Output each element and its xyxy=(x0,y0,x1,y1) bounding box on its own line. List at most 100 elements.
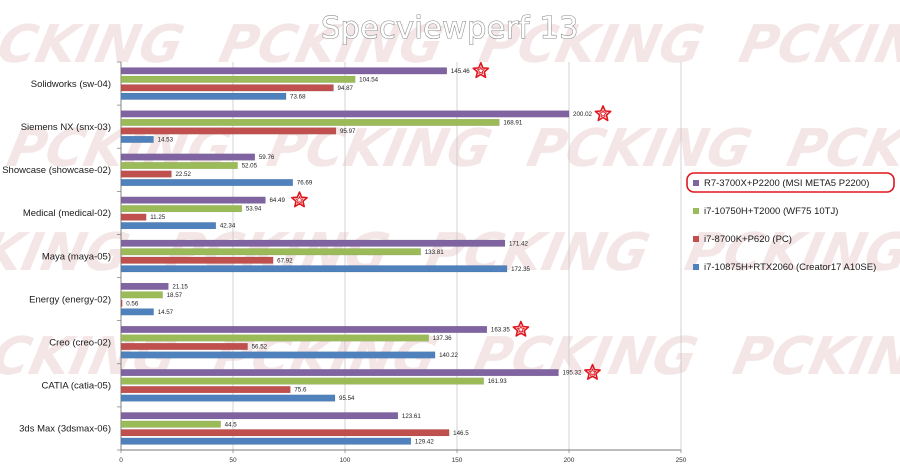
category-label: Energy (energy-02) xyxy=(29,294,111,305)
bar xyxy=(120,170,172,178)
x-tick-label: 100 xyxy=(340,457,351,464)
bar xyxy=(120,308,154,316)
watermark-text: PCKING xyxy=(734,15,900,75)
bar xyxy=(120,369,559,377)
category-label: Solidworks (sw-04) xyxy=(31,79,111,90)
x-tick-label: 200 xyxy=(564,457,575,464)
bar xyxy=(120,420,221,428)
data-label: 76.69 xyxy=(297,180,313,187)
star-marker-inner-icon xyxy=(598,109,608,118)
legend-swatch xyxy=(693,180,699,186)
legend-label: i7-8700K+P620 (PC) xyxy=(704,234,792,245)
bar xyxy=(120,110,570,118)
watermark-text: PCKING xyxy=(0,223,135,283)
star-marker-icon xyxy=(290,191,308,208)
legend-highlight-outline xyxy=(686,172,895,193)
data-label: 53.94 xyxy=(246,206,262,213)
bar xyxy=(120,248,421,256)
data-label: 171.42 xyxy=(509,240,528,247)
watermark-text: PCKING xyxy=(420,223,655,283)
watermark-text: PCKING xyxy=(468,327,703,387)
legend-swatch xyxy=(693,264,699,270)
watermark-text: PCKING xyxy=(214,15,449,75)
data-label: 21.15 xyxy=(172,283,188,290)
data-label: 129.42 xyxy=(415,438,434,445)
bar xyxy=(120,84,334,92)
x-tick-label: 0 xyxy=(119,457,123,464)
bar xyxy=(120,265,508,273)
data-label: 163.35 xyxy=(491,327,510,334)
category-label: CATIA (catia-05) xyxy=(41,381,111,392)
category-label: Siemens NX (snx-03) xyxy=(21,122,111,133)
legend-label: i7-10875H+RTX2060 (Creator17 A10SE) xyxy=(704,262,876,273)
star-marker-inner-icon xyxy=(588,368,597,377)
watermark-text: PCKING xyxy=(474,15,709,75)
bar xyxy=(120,222,217,230)
bar xyxy=(120,75,356,83)
star-marker-icon xyxy=(594,105,612,122)
legend-label: i7-10750H+T2000 (WF75 10TJ) xyxy=(704,206,838,217)
bar xyxy=(120,153,256,161)
bar xyxy=(120,412,399,420)
data-label: 64.49 xyxy=(269,197,285,204)
bar xyxy=(120,205,243,213)
data-label: 75.6 xyxy=(294,387,307,394)
data-label: 59.76 xyxy=(259,154,275,161)
bar xyxy=(120,325,488,333)
data-label: 67.92 xyxy=(277,257,293,264)
x-tick-label: 150 xyxy=(452,457,463,464)
category-label: Showcase (showcase-02) xyxy=(2,165,111,176)
star-marker-icon xyxy=(512,320,530,337)
star-marker-icon xyxy=(472,61,490,79)
data-label: 145.46 xyxy=(451,68,470,75)
bar xyxy=(120,394,336,402)
chart-title: Specviewperf 13 xyxy=(321,11,579,46)
bar xyxy=(120,299,123,307)
data-label: 22.52 xyxy=(175,171,191,178)
data-label: 94.87 xyxy=(338,85,354,92)
bar xyxy=(120,179,293,187)
legend-swatch xyxy=(693,236,699,242)
star-marker-inner-icon xyxy=(295,195,304,204)
watermark-text: PCKING xyxy=(0,15,189,75)
bar xyxy=(120,135,154,143)
data-label: 0.56 xyxy=(126,300,139,307)
data-label: 14.53 xyxy=(158,137,174,144)
bar xyxy=(120,92,287,100)
data-label: 11.25 xyxy=(150,214,166,221)
category-label: Maya (maya-05) xyxy=(42,251,111,262)
bar xyxy=(120,213,147,221)
data-label: 44.5 xyxy=(225,421,238,428)
watermark-text: PCKING xyxy=(728,327,900,387)
bar xyxy=(120,351,436,359)
data-label: 133.81 xyxy=(425,249,444,256)
bar xyxy=(120,334,429,342)
legend-swatch xyxy=(693,208,699,214)
data-label: 172.35 xyxy=(511,266,530,273)
data-label: 168.91 xyxy=(503,120,522,127)
watermark-text: PCKING xyxy=(782,119,900,179)
bar xyxy=(120,127,337,135)
data-label: 95.54 xyxy=(339,395,355,402)
watermark-layer: PCKING PCKING PCKING PCKING PCKING PCKING PCKI… xyxy=(0,15,900,387)
x-tick-label: 50 xyxy=(229,457,237,464)
data-label: 200.02 xyxy=(573,111,592,118)
bar xyxy=(120,377,484,385)
bar xyxy=(120,429,450,437)
bars-layer: 145.46 104.54 94.87 73.68 200.02 168.91 95.97 1… xyxy=(120,67,593,445)
x-tick-label: 250 xyxy=(676,457,687,464)
data-label: 104.54 xyxy=(359,76,378,83)
data-label: 137.36 xyxy=(433,335,452,342)
data-label: 42.34 xyxy=(220,223,236,230)
category-label: Medical (medical-02) xyxy=(23,208,111,219)
bar xyxy=(120,291,163,299)
legend-label: R7-3700X+P2200 (MSI META5 P2200) xyxy=(704,178,869,189)
category-label: Creo (creo-02) xyxy=(49,338,111,349)
data-label: 73.68 xyxy=(290,93,306,100)
bar xyxy=(120,342,248,350)
watermark-text: PCKING xyxy=(522,119,757,179)
data-label: 146.5 xyxy=(453,430,469,437)
data-label: 195.32 xyxy=(563,370,582,377)
star-marker-icon xyxy=(584,363,601,380)
